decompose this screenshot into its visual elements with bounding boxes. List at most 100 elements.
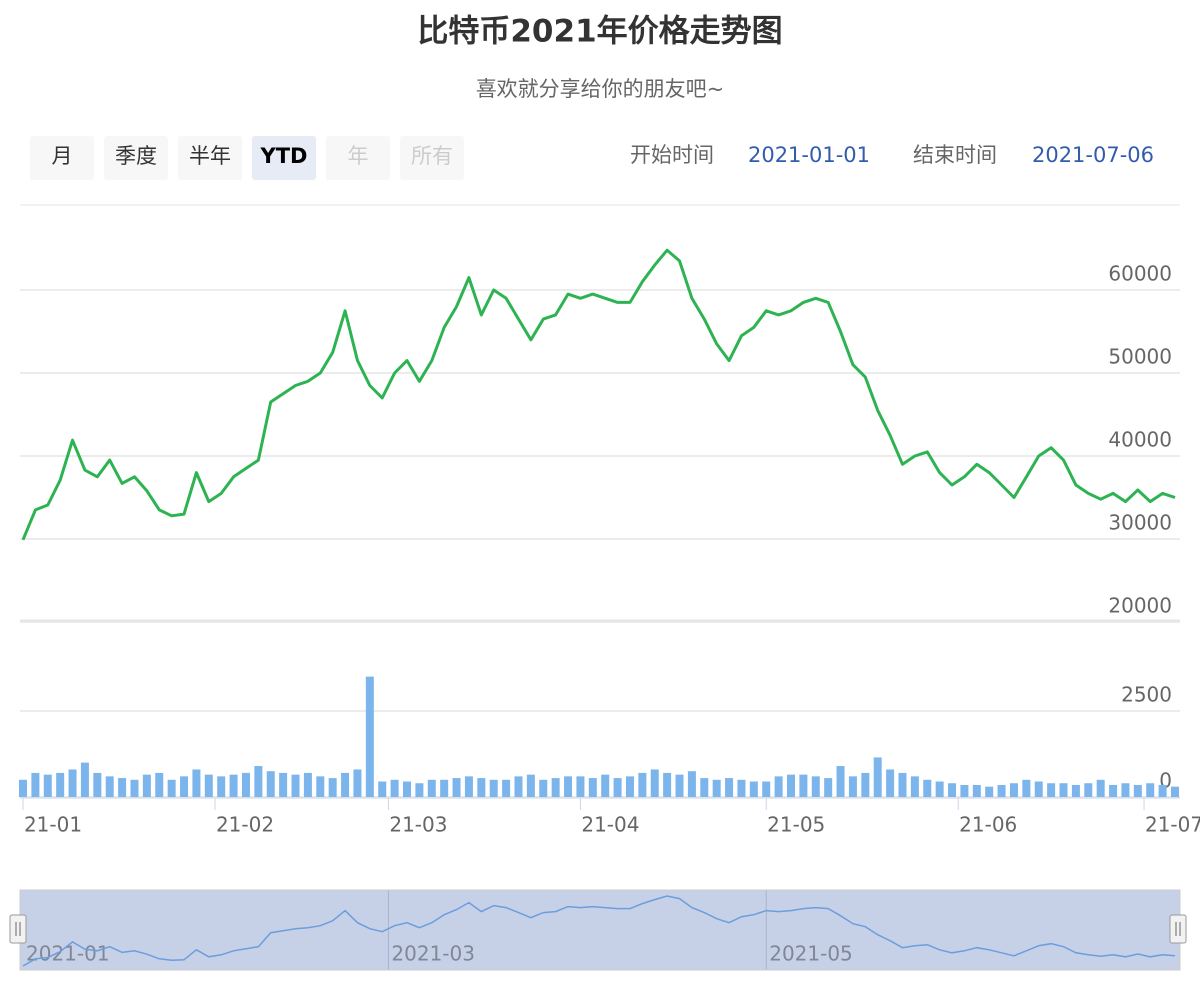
volume-bar (464, 776, 473, 797)
volume-bar (427, 779, 436, 797)
volume-bar (142, 774, 151, 797)
range-button[interactable] (178, 136, 242, 180)
volume-bar (365, 676, 374, 797)
y-tick-label: 2500 (1121, 683, 1172, 707)
range-button[interactable] (30, 136, 94, 180)
volume-bar (910, 776, 919, 797)
volume-bar (477, 778, 486, 797)
x-tick-label: 21-02 (216, 813, 274, 837)
volume-bar (588, 778, 597, 797)
volume-bar (353, 769, 362, 797)
volume-bar (663, 772, 672, 797)
navigator-line (22, 895, 1176, 967)
range-button[interactable] (252, 136, 316, 180)
volume-bar (204, 774, 213, 797)
volume-bar (625, 776, 634, 797)
volume-bar (130, 779, 139, 797)
start-date[interactable]: 2021-01-01 (748, 143, 870, 167)
y-tick-label: 40000 (1108, 428, 1172, 452)
volume-bar (291, 774, 300, 797)
volume-bar (712, 779, 721, 797)
range-button-label: 所有 (411, 144, 453, 168)
volume-bar (489, 779, 498, 797)
volume-bar (935, 781, 944, 797)
volume-bar (167, 779, 176, 797)
volume-bar (19, 779, 27, 797)
volume-bar (861, 772, 870, 797)
volume-bar (898, 772, 907, 797)
volume-bar (229, 774, 238, 797)
range-button-label[interactable]: 月 (52, 144, 73, 168)
volume-bar (1047, 783, 1056, 797)
x-tick-label: 21-04 (581, 813, 639, 837)
range-button-label[interactable]: 季度 (115, 144, 157, 168)
x-tick-label: 21-01 (24, 813, 82, 837)
volume-bar (1022, 779, 1031, 797)
volume-bar (787, 774, 795, 797)
volume-bar (836, 766, 845, 797)
volume-bar (1059, 783, 1068, 797)
price-line (21, 248, 1176, 541)
volume-bar (403, 781, 411, 797)
x-tick-label: 21-06 (959, 813, 1017, 837)
volume-bar (675, 774, 684, 797)
volume-bar (972, 784, 981, 797)
y-tick-label: 30000 (1108, 511, 1172, 535)
volume-bar (985, 786, 994, 797)
range-button-label[interactable]: YTD (260, 144, 308, 168)
navigator-handle[interactable] (9, 914, 27, 944)
volume-bar (1084, 783, 1093, 797)
volume-bar (1133, 784, 1142, 797)
volume-bar (737, 779, 746, 797)
volume-bar (948, 783, 957, 797)
volume-bar (452, 778, 461, 797)
volume-bar (80, 762, 89, 797)
volume-bar (551, 778, 560, 797)
x-tick-label: 21-07 (1145, 813, 1200, 837)
volume-bar (266, 771, 275, 797)
volume-bar (774, 776, 783, 797)
volume-bar (799, 774, 808, 797)
volume-bar (564, 776, 573, 797)
volume-bar (254, 766, 263, 797)
volume-bar (526, 774, 535, 797)
volume-bar (1121, 783, 1130, 797)
navigator-label: 2021-05 (769, 942, 853, 966)
chart-title: 比特币2021年价格走势图 (417, 14, 782, 50)
volume-bar (1146, 783, 1155, 797)
volume-bar (687, 771, 696, 797)
volume-bar (873, 757, 882, 797)
volume-bar (415, 783, 424, 797)
x-tick-label: 21-03 (389, 813, 447, 837)
volume-bar (601, 774, 610, 797)
navigator-handle[interactable] (1169, 914, 1187, 944)
range-button[interactable] (104, 136, 168, 180)
volume-bar (31, 772, 40, 797)
volume-bar (923, 779, 932, 797)
end-date[interactable]: 2021-07-06 (1032, 143, 1154, 167)
volume-bar (328, 778, 337, 797)
start-label: 开始时间 (630, 143, 714, 167)
volume-bar (960, 784, 969, 797)
volume-bar (650, 769, 659, 797)
volume-bar (56, 772, 65, 797)
volume-bar (217, 776, 226, 797)
volume-bar (1158, 784, 1167, 797)
end-label: 结束时间 (913, 143, 997, 167)
y-tick-label: 60000 (1108, 262, 1172, 286)
volume-bar (638, 772, 647, 797)
navigator-label: 2021-03 (391, 942, 475, 966)
range-button-label[interactable]: 半年 (189, 144, 231, 168)
volume-bar (1171, 786, 1179, 797)
volume-bar (341, 772, 350, 797)
volume-bar (68, 769, 77, 797)
chart-subtitle: 喜欢就分享给你的朋友吧~ (476, 77, 725, 101)
volume-bar (886, 769, 895, 797)
range-button (326, 136, 390, 180)
volume-bar (303, 772, 312, 797)
y-tick-label: 20000 (1108, 594, 1172, 618)
volume-bar (1096, 779, 1105, 797)
volume-bar (502, 779, 511, 797)
volume-bar (762, 781, 771, 797)
